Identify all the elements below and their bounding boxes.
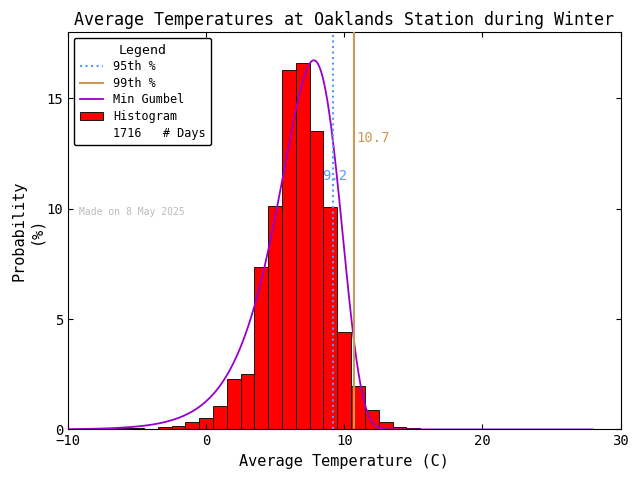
- Bar: [406, 428, 420, 430]
- Bar: [282, 71, 296, 430]
- Title: Average Temperatures at Oaklands Station during Winter: Average Temperatures at Oaklands Station…: [74, 11, 614, 29]
- Text: 9.2: 9.2: [322, 168, 348, 182]
- Bar: [351, 386, 365, 430]
- X-axis label: Average Temperature (C): Average Temperature (C): [239, 454, 449, 469]
- Bar: [365, 410, 379, 430]
- Bar: [157, 427, 172, 430]
- Y-axis label: Probability
(%): Probability (%): [11, 180, 44, 281]
- Bar: [255, 267, 268, 430]
- Bar: [199, 418, 213, 430]
- Bar: [186, 422, 199, 430]
- Bar: [337, 332, 351, 430]
- Bar: [310, 131, 323, 430]
- Bar: [323, 207, 337, 430]
- Bar: [172, 426, 186, 430]
- Bar: [392, 427, 406, 430]
- Bar: [227, 379, 241, 430]
- Bar: [296, 63, 310, 430]
- Text: 10.7: 10.7: [356, 131, 390, 145]
- Bar: [379, 422, 392, 430]
- Bar: [88, 428, 102, 430]
- Text: Made on 8 May 2025: Made on 8 May 2025: [79, 207, 185, 217]
- Bar: [116, 428, 130, 430]
- Legend: 95th %, 99th %, Min Gumbel, Histogram, 1716   # Days: 95th %, 99th %, Min Gumbel, Histogram, 1…: [74, 38, 211, 145]
- Bar: [268, 205, 282, 430]
- Bar: [241, 374, 255, 430]
- Bar: [213, 406, 227, 430]
- Bar: [130, 428, 144, 430]
